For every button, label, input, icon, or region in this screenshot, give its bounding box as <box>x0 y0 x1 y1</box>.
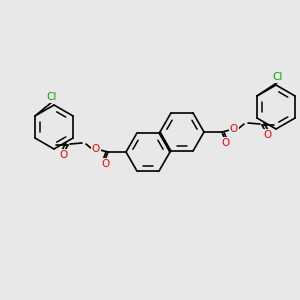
Text: O: O <box>230 124 238 134</box>
Text: O: O <box>101 159 109 169</box>
Text: Cl: Cl <box>47 92 57 102</box>
Text: O: O <box>222 138 230 148</box>
Text: Cl: Cl <box>273 72 283 82</box>
Text: O: O <box>92 144 100 154</box>
Text: O: O <box>60 150 68 160</box>
Text: O: O <box>263 130 271 140</box>
